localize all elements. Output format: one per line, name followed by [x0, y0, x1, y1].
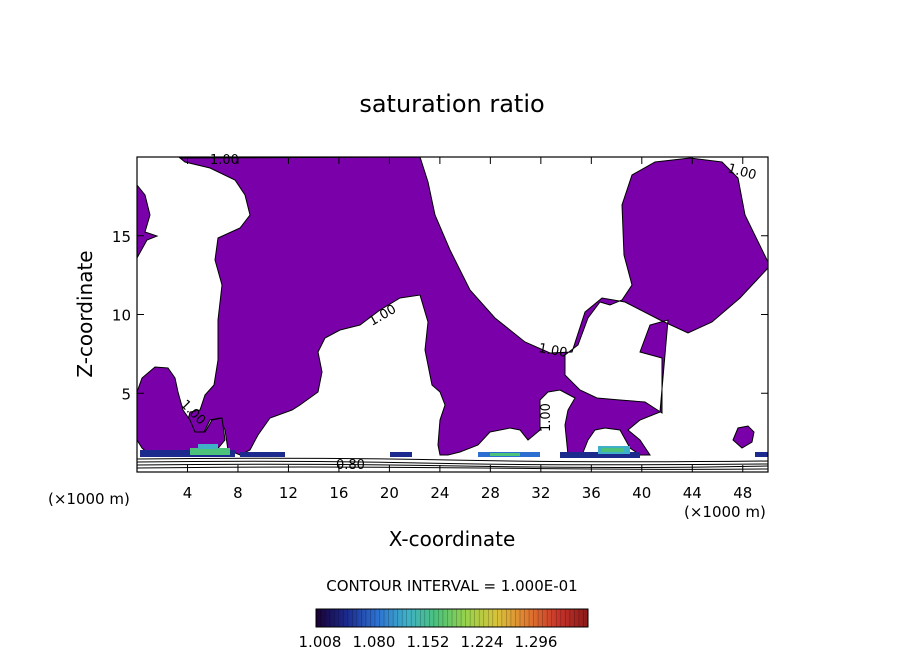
x-tick-label: 32: [531, 484, 550, 502]
band-segment: [602, 448, 624, 452]
band-segment: [755, 452, 768, 457]
band-segment: [560, 452, 640, 458]
band-segment: [240, 452, 285, 457]
band-segment: [390, 452, 412, 457]
x-units-right: (×1000 m): [684, 503, 766, 521]
colorbar-tick-label: 1.296: [515, 633, 558, 651]
x-tick-label: 8: [233, 484, 243, 502]
x-axis-ticks: 4 8 12 16 20 24 28 32 36 40 44 48: [183, 157, 752, 502]
colorbar-tick-label: 1.224: [461, 633, 504, 651]
colorbar: 1.008 1.080 1.152 1.224 1.296: [299, 608, 589, 651]
x-tick-label: 20: [380, 484, 399, 502]
y-axis-label: Z-coordinate: [73, 250, 97, 377]
x-tick-label: 4: [183, 484, 193, 502]
x-axis-label: X-coordinate: [389, 527, 516, 551]
colorbar-swatch: [315, 608, 589, 628]
x-tick-label: 12: [279, 484, 298, 502]
contour-label: 1.00: [726, 161, 758, 183]
x-tick-label: 36: [582, 484, 601, 502]
colorbar-tick-label: 1.152: [407, 633, 450, 651]
colorbar-tick-label: 1.008: [299, 633, 342, 651]
surface-contours: [136, 457, 769, 470]
supersaturation-fill: [136, 156, 769, 456]
y-axis-ticks: 5 10 15: [112, 228, 768, 403]
x-units-left: (×1000 m): [48, 490, 130, 508]
band-segment: [198, 444, 218, 449]
near-surface-band: [140, 444, 768, 458]
y-tick-label: 15: [112, 228, 131, 246]
x-tick-label: 24: [430, 484, 449, 502]
contour-label: 1.00: [537, 341, 568, 361]
contour-interval-text: CONTOUR INTERVAL = 1.000E-01: [326, 577, 577, 595]
x-tick-label: 28: [481, 484, 500, 502]
x-tick-label: 40: [632, 484, 651, 502]
contour-label: 1.00: [210, 153, 239, 168]
band-segment: [490, 453, 520, 456]
x-tick-label: 48: [733, 484, 752, 502]
y-tick-label: 10: [112, 307, 131, 325]
band-segment: [190, 448, 230, 455]
contour-label: 1.00: [539, 403, 554, 432]
x-tick-label: 44: [683, 484, 702, 502]
chart-title: saturation ratio: [359, 90, 544, 118]
x-tick-label: 16: [329, 484, 348, 502]
contour-label: 0.80: [336, 458, 365, 473]
band-segment: [140, 450, 235, 457]
y-tick-label: 5: [121, 385, 131, 403]
plot-area: 1.00 1.00 1.00 1.00 1.00 1.00 0.80: [136, 153, 769, 473]
colorbar-tick-label: 1.080: [353, 633, 396, 651]
